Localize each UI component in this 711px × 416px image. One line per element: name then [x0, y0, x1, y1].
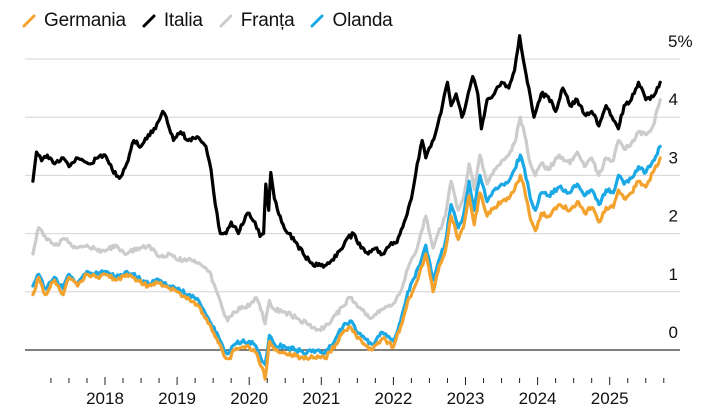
legend-label: Italia — [163, 10, 203, 31]
y-axis-labels: 0 1 2 3 4 5% — [668, 32, 693, 342]
legend-label: Germania — [44, 10, 126, 31]
y-tick-label: 1 — [669, 265, 678, 284]
x-tick-label: 2025 — [591, 389, 629, 408]
x-axis: 2018 2019 2020 2021 2022 2023 2024 2025 — [50, 377, 665, 408]
y-tick-label: 0 — [669, 323, 678, 342]
legend-item-germania: Germania — [22, 10, 126, 32]
x-tick-label: 2020 — [230, 389, 268, 408]
legend-item-italia: Italia — [142, 10, 203, 32]
series-line-frana — [31, 98, 662, 332]
gridlines — [25, 58, 680, 351]
legend-item-olanda: Olanda — [310, 10, 393, 32]
y-tick-label: 5% — [668, 32, 693, 51]
legend: Germania Italia Franța Olanda — [22, 8, 409, 34]
series-line-italia — [31, 34, 662, 269]
legend-swatch-icon — [219, 14, 233, 28]
y-tick-label: 3 — [669, 148, 678, 167]
x-tick-label: 2024 — [519, 389, 557, 408]
legend-swatch-icon — [22, 14, 36, 28]
x-tick-label: 2023 — [447, 389, 485, 408]
x-tick-label: 2019 — [158, 389, 196, 408]
legend-item-franta: Franța — [219, 10, 295, 32]
series-line-germania — [31, 156, 662, 381]
x-tick-label: 2018 — [86, 389, 124, 408]
y-tick-label: 2 — [669, 207, 678, 226]
y-tick-label: 4 — [669, 90, 678, 109]
legend-label: Olanda — [332, 10, 393, 31]
legend-swatch-icon — [310, 14, 324, 28]
legend-swatch-icon — [142, 14, 156, 28]
x-tick-label: 2021 — [302, 389, 340, 408]
x-tick-label: 2022 — [374, 389, 412, 408]
series-lines — [31, 34, 662, 381]
legend-label: Franța — [240, 10, 295, 31]
